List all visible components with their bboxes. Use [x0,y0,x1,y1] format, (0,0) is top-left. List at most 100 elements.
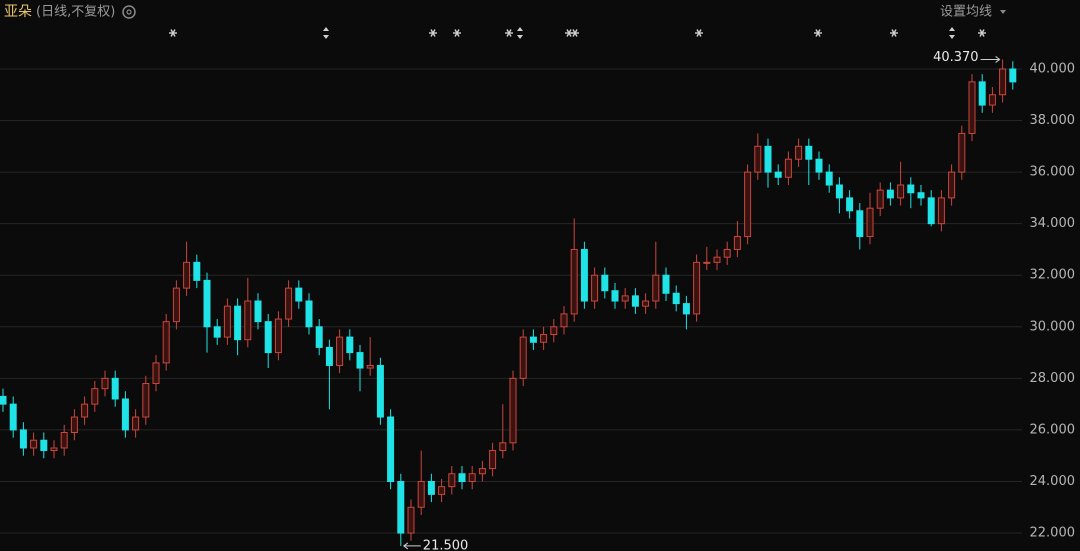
candle-body [499,442,507,452]
candle-body [560,313,568,328]
max-label: 40.370 [933,50,979,65]
event-icon [815,29,821,37]
min-arrow-head [402,542,409,550]
candles [0,59,1017,546]
candle-body [835,184,843,199]
candle-body [948,171,956,199]
candle-body [356,352,364,369]
candle-body [172,287,180,323]
candle-body [907,184,915,194]
candle-body [458,473,466,482]
candle-body [764,145,772,173]
candle-body [244,300,252,341]
candle-body [40,439,48,452]
candle-body [9,403,17,431]
candle-body [325,346,333,366]
candle-body [937,197,945,225]
min-label: 21.500 [423,538,469,551]
y-tick-label: 40.000 [1030,61,1076,76]
candle-body [550,326,558,336]
candle-body [468,473,476,482]
candle-body [448,473,456,488]
candle-body [315,326,323,348]
candle-body [142,383,150,418]
candle-body [407,506,415,534]
event-icon [170,29,176,37]
dropdown-arrow[interactable] [1000,10,1006,14]
candle-body [305,300,313,328]
candle-body [631,295,639,307]
candle-body [540,334,548,343]
candle-body [703,261,711,264]
candle-body [1009,68,1017,83]
event-icon [454,29,460,37]
candle-body [733,236,741,250]
candle-body [162,321,170,364]
candle-body [121,398,129,431]
settings-icon[interactable] [122,5,136,19]
candle-body [958,132,966,173]
candle-body [968,81,976,134]
candle-body [652,274,660,302]
candle-body [0,395,7,405]
candle-body [856,210,864,238]
candle-body [999,68,1007,96]
candle-body [183,261,191,289]
split-icon [949,27,955,39]
candle-body [682,303,690,315]
candle-body [397,480,405,534]
candle-body [917,192,925,199]
max-arrow-head [995,56,1001,63]
candle-body [285,287,293,320]
candle-body [193,261,201,281]
chart-title: 亚朵 [4,4,32,20]
event-icon [979,29,985,37]
candle-body [580,248,588,302]
candle-body [601,274,609,292]
candle-body [672,292,680,305]
y-tick-label: 28.000 [1030,371,1076,386]
y-tick-label: 36.000 [1030,165,1076,180]
candle-body [570,248,578,315]
candle-body [927,197,935,225]
candle-body [427,480,435,495]
y-tick-label: 26.000 [1030,422,1076,437]
ma-settings[interactable]: 设置均线 [940,5,992,20]
candle-body [19,429,27,449]
candle-body [223,305,231,338]
candle-body [376,364,384,418]
candle-body [295,287,303,302]
candle-body [387,416,395,482]
candle-body [611,290,619,302]
y-tick-label: 22.000 [1030,526,1076,541]
candle-body [336,336,344,366]
candle-body [60,431,68,449]
event-icon [572,29,578,37]
candle-body [346,336,354,354]
y-tick-label: 24.000 [1030,474,1076,489]
candle-body [478,468,486,475]
candle-body [713,256,721,263]
event-markers [169,27,986,39]
event-icon [506,29,512,37]
candle-body [621,295,629,302]
candle-body [366,364,374,369]
chart-subtitle: (日线,不复权) [36,4,115,20]
candle-body [111,377,119,400]
candle-body [519,336,527,379]
annotations: 40.370 21.500 [402,50,1001,551]
event-icon [696,29,702,37]
candle-body [203,279,211,328]
candle-body [152,362,160,385]
candle-body [489,450,497,470]
candle-body [774,171,782,178]
y-tick-label: 34.000 [1030,216,1076,231]
candle-body [784,158,792,178]
candle-body [30,439,38,449]
candle-body [213,326,221,338]
candle-body [438,486,446,495]
candle-body [662,274,670,294]
candle-body [529,336,537,343]
candle-body [254,300,262,323]
